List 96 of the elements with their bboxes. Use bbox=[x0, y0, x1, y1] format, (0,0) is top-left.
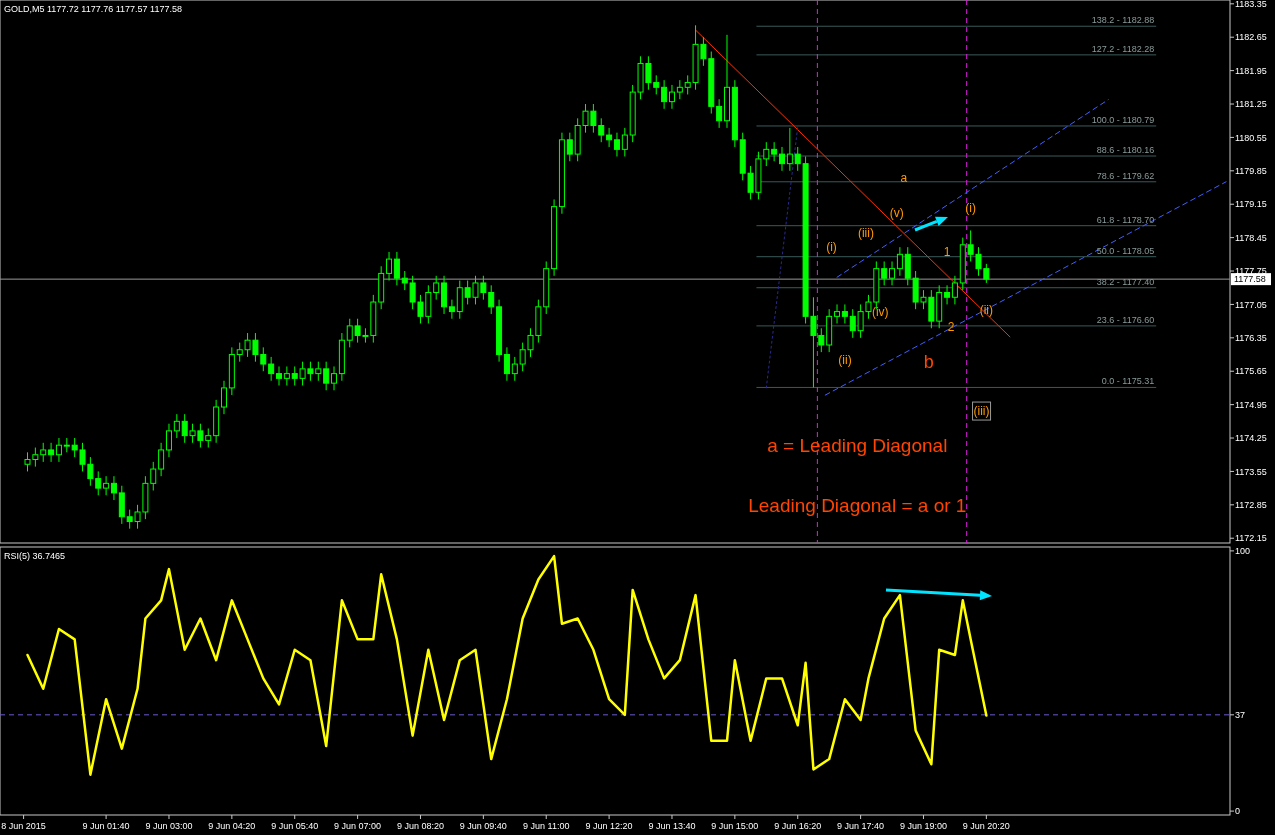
annotation: 127.2 - 1182.28 bbox=[1091, 43, 1155, 54]
ref-line-label: 1177.58 bbox=[1234, 274, 1266, 285]
candlestick bbox=[165, 423, 172, 458]
candlestick bbox=[48, 442, 55, 463]
annotation: 61.8 - 1178.70 bbox=[1096, 214, 1155, 225]
annotation: a bbox=[900, 171, 908, 186]
candlestick bbox=[606, 127, 613, 148]
annotation: (iii) bbox=[857, 226, 874, 241]
candlestick bbox=[841, 303, 848, 325]
annotation: (iv) bbox=[871, 305, 889, 320]
x-tick-label: 9 Jun 08:20 bbox=[396, 821, 444, 831]
x-tick-label: 9 Jun 07:00 bbox=[334, 821, 382, 831]
annotation: 138.2 - 1182.88 bbox=[1091, 15, 1155, 26]
candlestick bbox=[331, 365, 338, 391]
annotation: (i) bbox=[965, 201, 976, 216]
candlestick bbox=[716, 98, 723, 129]
x-tick-label: 9 Jun 03:00 bbox=[145, 821, 193, 831]
candlestick bbox=[55, 437, 62, 463]
x-tick-label: 8 Jun 2015 bbox=[1, 821, 46, 831]
annotation: 2 bbox=[947, 320, 955, 335]
candlestick bbox=[110, 475, 117, 501]
candlestick bbox=[551, 198, 558, 277]
candlestick bbox=[158, 442, 165, 477]
x-tick-label: 9 Jun 19:00 bbox=[899, 821, 948, 831]
annotation: (ii) bbox=[838, 353, 852, 368]
candlestick bbox=[889, 260, 896, 286]
annotation: 88.6 - 1180.16 bbox=[1096, 145, 1155, 156]
annotation: 50.0 - 1178.05 bbox=[1096, 245, 1155, 256]
annotation: 0.0 - 1175.31 bbox=[1101, 376, 1155, 387]
y-tick-label: 1178.45 bbox=[1235, 232, 1267, 243]
y-tick-label: 1179.85 bbox=[1235, 165, 1267, 176]
x-tick-label: 9 Jun 15:00 bbox=[711, 821, 759, 831]
candlestick bbox=[503, 346, 510, 382]
candlestick bbox=[558, 132, 565, 215]
annotation: (iii) bbox=[973, 404, 990, 419]
y-tick-label: 1172.15 bbox=[1235, 533, 1267, 544]
annotation: (i) bbox=[826, 240, 837, 255]
candlestick bbox=[731, 79, 738, 148]
candlestick bbox=[613, 132, 620, 158]
y-tick-label: 1175.65 bbox=[1235, 366, 1267, 377]
annotation: 1 bbox=[943, 245, 951, 260]
y-tick-label: 1174.95 bbox=[1235, 399, 1267, 410]
y-tick-label: 1176.35 bbox=[1235, 332, 1267, 343]
candlestick bbox=[951, 275, 958, 305]
candlestick bbox=[496, 299, 503, 363]
y-tick-label: 37 bbox=[1235, 709, 1246, 720]
candlestick bbox=[724, 34, 730, 129]
annotation: 100.0 - 1180.79 bbox=[1091, 114, 1155, 125]
y-tick-label: 1173.55 bbox=[1235, 466, 1267, 477]
x-tick-label: 9 Jun 12:20 bbox=[585, 821, 633, 831]
annotation: 23.6 - 1176.60 bbox=[1096, 314, 1155, 325]
text: GOLD,M5 1177.72 1177.76 1177.57 1177.58 bbox=[4, 4, 182, 14]
candlestick bbox=[944, 284, 951, 305]
y-tick-label: 1174.25 bbox=[1235, 433, 1267, 444]
annotation: (v) bbox=[889, 206, 904, 221]
candlestick bbox=[661, 79, 668, 110]
y-tick-label: 1180.55 bbox=[1235, 132, 1267, 143]
annotation: Leading Diagonal = a or 1 bbox=[748, 494, 967, 516]
y-tick-label: 1183.35 bbox=[1235, 0, 1267, 9]
candlestick bbox=[228, 346, 235, 396]
y-tick-label: 1177.05 bbox=[1235, 299, 1267, 310]
candlestick bbox=[896, 246, 903, 277]
x-tick-label: 9 Jun 11:00 bbox=[523, 821, 570, 831]
candlestick bbox=[448, 299, 455, 320]
candlestick bbox=[779, 146, 786, 172]
candlestick bbox=[786, 127, 793, 172]
x-tick-label: 9 Jun 01:40 bbox=[82, 821, 130, 831]
annotation: a = Leading Diagonal bbox=[767, 435, 948, 457]
y-tick-label: 100 bbox=[1235, 546, 1251, 557]
x-tick-label: 9 Jun 16:20 bbox=[774, 821, 822, 831]
candlestick bbox=[441, 275, 448, 315]
annotation: b bbox=[923, 352, 934, 373]
candlestick bbox=[668, 84, 675, 110]
y-tick-label: 1172.85 bbox=[1235, 499, 1267, 510]
y-tick-label: 1181.95 bbox=[1235, 65, 1267, 76]
candlestick bbox=[338, 332, 345, 382]
y-tick-label: 1179.15 bbox=[1235, 199, 1267, 210]
y-tick-label: 0 bbox=[1235, 806, 1241, 817]
candlestick bbox=[276, 365, 283, 387]
candlestick bbox=[393, 251, 400, 286]
y-tick-label: 1181.25 bbox=[1235, 99, 1267, 110]
candlestick bbox=[220, 380, 227, 415]
x-tick-label: 9 Jun 04:20 bbox=[208, 821, 256, 831]
x-tick-label: 9 Jun 20:20 bbox=[962, 821, 1010, 831]
candlestick bbox=[283, 365, 290, 387]
candlestick bbox=[834, 303, 841, 325]
x-tick-label: 9 Jun 17:40 bbox=[837, 821, 885, 831]
candlestick bbox=[386, 251, 393, 282]
x-tick-label: 9 Jun 13:40 bbox=[648, 821, 696, 831]
candlestick bbox=[213, 399, 220, 444]
candlestick bbox=[103, 475, 110, 496]
x-tick-label: 9 Jun 05:40 bbox=[271, 821, 319, 831]
annotation: 78.6 - 1179.62 bbox=[1096, 170, 1155, 181]
x-tick-label: 9 Jun 09:40 bbox=[459, 821, 507, 831]
y-tick-label: 1182.65 bbox=[1235, 32, 1267, 43]
text: RSI(5) 36.7465 bbox=[4, 551, 66, 561]
